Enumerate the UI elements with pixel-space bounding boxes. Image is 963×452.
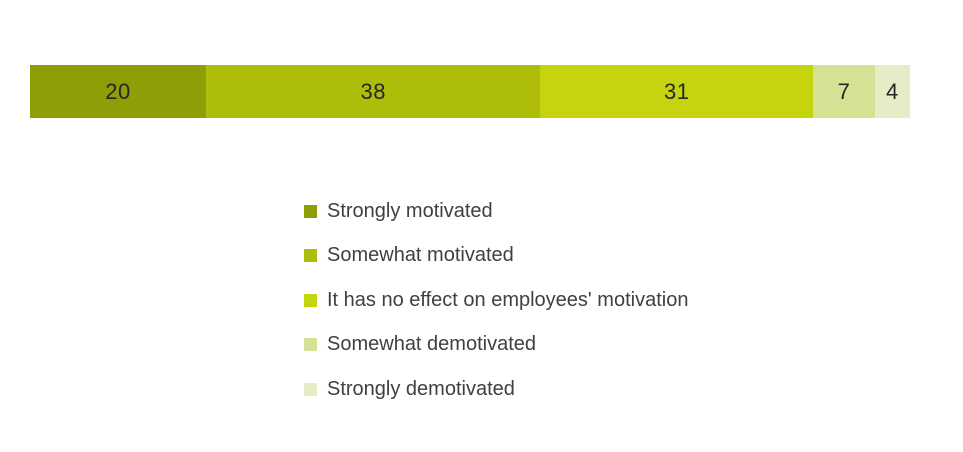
legend-item-no-effect: It has no effect on employees' motivatio…	[304, 278, 688, 323]
legend-swatch-icon	[304, 204, 317, 218]
legend-swatch-icon	[304, 249, 317, 263]
legend-label: Somewhat demotivated	[327, 333, 537, 356]
legend-swatch-icon	[304, 293, 317, 307]
stacked-bar: 20 38 31 7 4	[30, 65, 910, 118]
segment-value-label: 4	[886, 78, 899, 104]
segment-value-label: 20	[105, 78, 131, 104]
bar-segment-somewhat-motivated: 38	[206, 65, 541, 118]
legend: Strongly motivated Somewhat motivated It…	[304, 189, 688, 412]
legend-item-somewhat-motivated: Somewhat motivated	[304, 234, 688, 279]
legend-label: Somewhat motivated	[327, 244, 514, 267]
bar-segment-no-effect: 31	[540, 65, 814, 118]
legend-item-strongly-demotivated: Strongly demotivated	[304, 367, 688, 412]
bar-segment-somewhat-demotivated: 7	[813, 65, 875, 118]
bar-segment-strongly-motivated: 20	[30, 65, 206, 118]
legend-swatch-icon	[304, 382, 317, 396]
legend-label: Strongly demotivated	[327, 377, 515, 400]
segment-value-label: 7	[837, 78, 851, 104]
segment-value-label: 31	[664, 78, 690, 104]
legend-label: Strongly motivated	[327, 199, 493, 222]
segment-value-label: 38	[360, 78, 386, 104]
bar-segment-strongly-demotivated: 4	[874, 65, 910, 118]
legend-swatch-icon	[304, 338, 317, 352]
legend-item-strongly-motivated: Strongly motivated	[304, 189, 688, 234]
legend-item-somewhat-demotivated: Somewhat demotivated	[304, 323, 688, 368]
legend-label: It has no effect on employees' motivatio…	[327, 288, 689, 311]
